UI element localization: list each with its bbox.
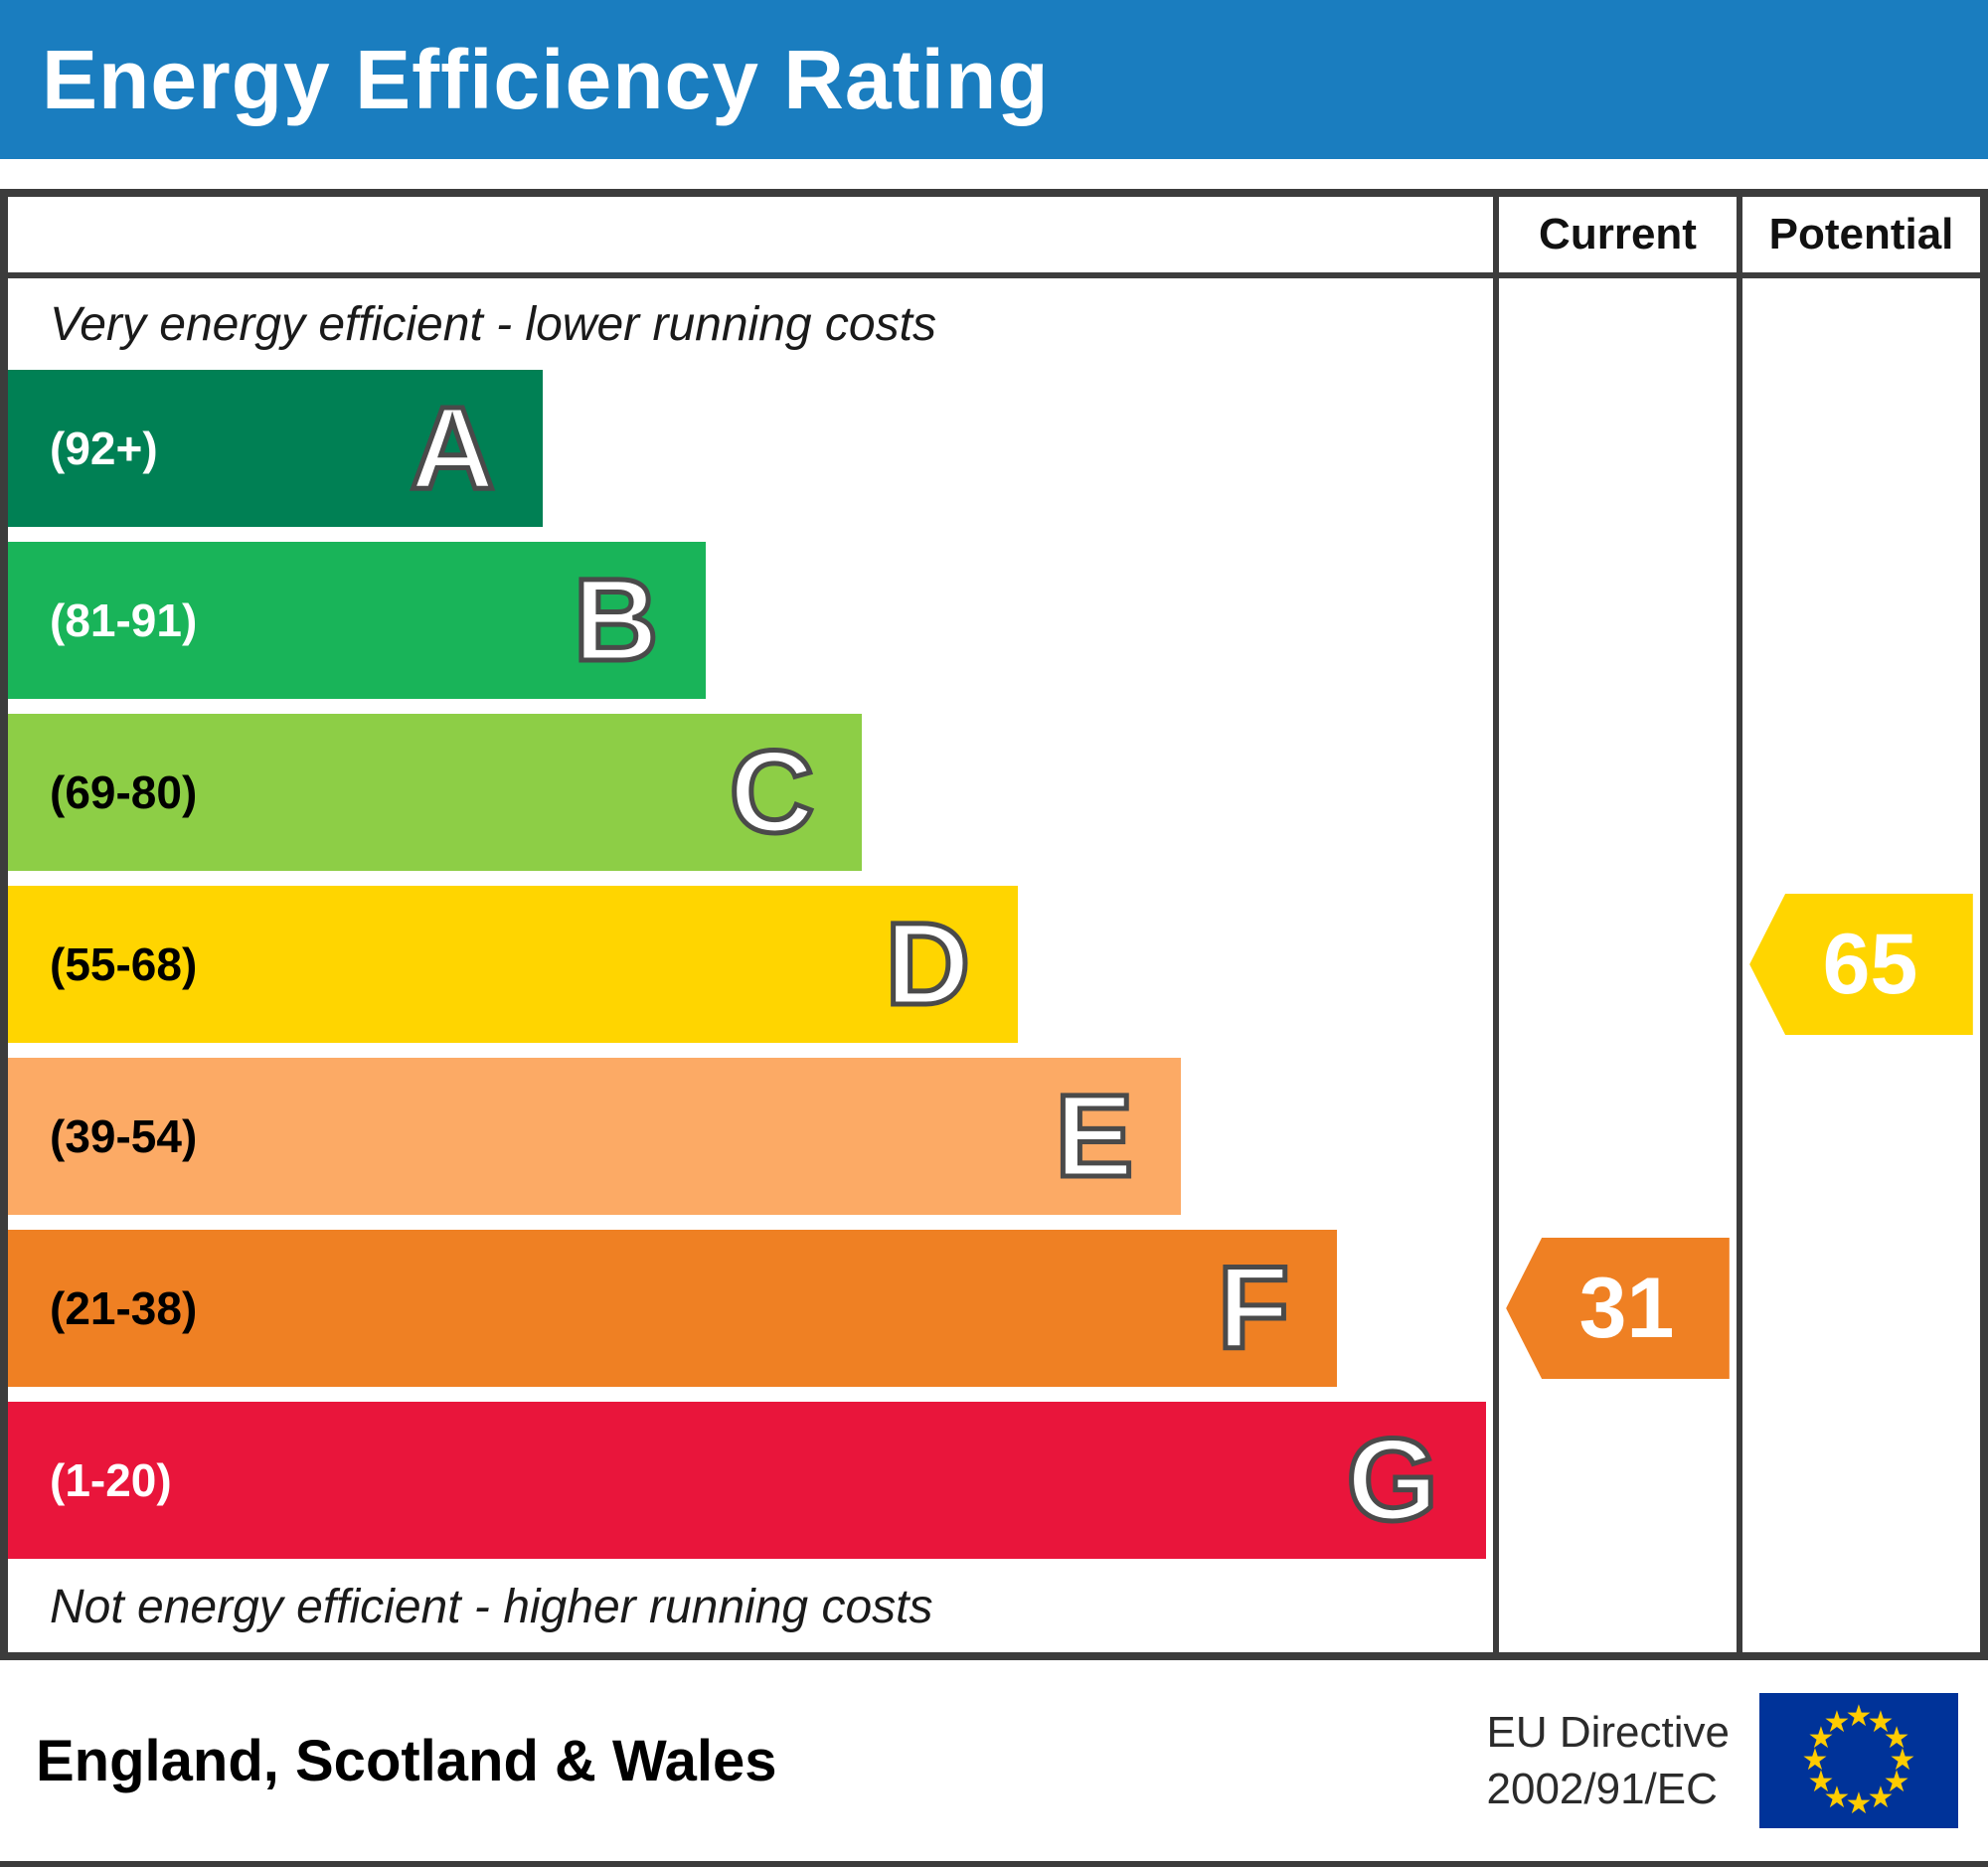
band-row-e: (39-54) E xyxy=(8,1058,1493,1215)
eu-flag-star: ★ xyxy=(1883,1766,1910,1798)
current-rating-value: 31 xyxy=(1578,1260,1675,1356)
title-bar: Energy Efficiency Rating xyxy=(0,0,1988,159)
band-bar-b: (81-91) B xyxy=(8,542,707,699)
band-letter-b: B xyxy=(571,555,660,686)
potential-rating-value: 65 xyxy=(1822,916,1918,1012)
eu-flag-star: ★ xyxy=(1823,1705,1851,1739)
band-bar-g: (1-20) G xyxy=(8,1402,1486,1559)
band-letter-e: E xyxy=(1053,1071,1136,1202)
main-column-header-spacer xyxy=(8,197,1493,278)
band-row-g: (1-20) G xyxy=(8,1402,1493,1559)
band-range-f: (21-38) xyxy=(50,1282,198,1334)
eu-flag-star: ★ xyxy=(1867,1782,1895,1815)
eu-flag-star: ★ xyxy=(1889,1744,1916,1777)
band-bar-d: (55-68) D xyxy=(8,886,1018,1043)
band-bar-c: (69-80) C xyxy=(8,714,863,871)
region-label: England, Scotland & Wales xyxy=(36,1728,777,1793)
band-range-b: (81-91) xyxy=(50,594,198,646)
band-letter-a: A xyxy=(408,383,497,514)
eu-directive-line2: 2002/91/EC xyxy=(1486,1765,1718,1813)
potential-rating-arrow: 65 xyxy=(1749,894,1973,1035)
current-rating-arrow: 31 xyxy=(1506,1238,1730,1379)
eu-flag-star: ★ xyxy=(1801,1744,1829,1777)
eu-flag-star: ★ xyxy=(1883,1722,1910,1755)
top-caption: Very energy efficient - lower running co… xyxy=(50,297,936,351)
footer: England, Scotland & Wales EU Directive 2… xyxy=(0,1660,1988,1867)
band-bar-e: (39-54) E xyxy=(8,1058,1182,1215)
band-row-c: (69-80) C xyxy=(8,714,1493,871)
energy-rating-chart: Current Potential Very energy efficient … xyxy=(0,189,1988,1660)
band-row-a: (92+) A xyxy=(8,370,1493,527)
eu-flag-star: ★ xyxy=(1807,1722,1835,1755)
page-title: Energy Efficiency Rating xyxy=(42,32,1050,126)
eu-flag-icon: ★ ★ ★ ★ ★ ★ ★ ★ ★ ★ ★ ★ xyxy=(1759,1693,1958,1828)
band-bar-a: (92+) A xyxy=(8,370,543,527)
potential-column-header: Potential xyxy=(1737,197,1980,278)
band-row-f: (21-38) F xyxy=(8,1230,1493,1387)
band-range-e: (39-54) xyxy=(50,1110,198,1162)
eu-flag-star: ★ xyxy=(1867,1705,1895,1739)
eu-flag-star: ★ xyxy=(1845,1700,1873,1733)
band-letter-c: C xyxy=(727,727,816,858)
band-range-a: (92+) xyxy=(50,423,158,474)
eu-flag-star: ★ xyxy=(1845,1787,1873,1820)
band-letter-d: D xyxy=(883,899,972,1030)
bands-column: Very energy efficient - lower running co… xyxy=(8,278,1493,1652)
eu-directive-label: EU Directive 2002/91/EC xyxy=(1487,1704,1731,1817)
eu-flag-star: ★ xyxy=(1823,1782,1851,1815)
band-row-d: (55-68) D xyxy=(8,886,1493,1043)
band-range-d: (55-68) xyxy=(50,938,198,990)
eu-flag-star: ★ xyxy=(1807,1766,1835,1798)
current-column-header: Current xyxy=(1493,197,1737,278)
band-letter-f: F xyxy=(1216,1243,1292,1374)
bottom-caption: Not energy efficient - higher running co… xyxy=(50,1580,933,1633)
band-row-b: (81-91) B xyxy=(8,542,1493,699)
potential-column: 65 xyxy=(1737,278,1980,1652)
band-letter-g: G xyxy=(1344,1415,1440,1546)
band-range-g: (1-20) xyxy=(50,1454,172,1506)
band-range-c: (69-80) xyxy=(50,766,198,818)
bands-container: (92+) A (81-91) B (69-80) C xyxy=(8,370,1493,1559)
band-bar-f: (21-38) F xyxy=(8,1230,1338,1387)
current-column: 31 xyxy=(1493,278,1737,1652)
eu-directive-line1: EU Directive xyxy=(1486,1707,1731,1757)
